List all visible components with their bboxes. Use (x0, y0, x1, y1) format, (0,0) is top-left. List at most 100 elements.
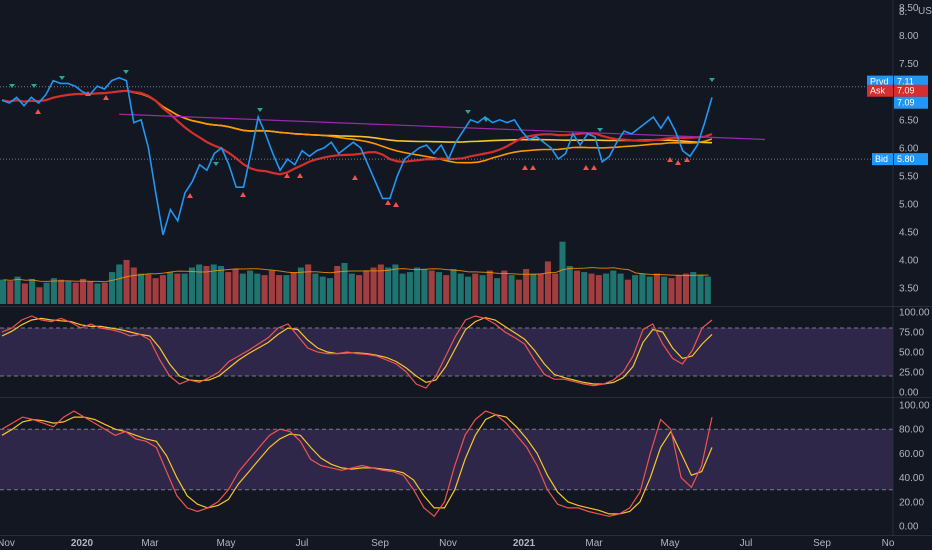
sell-count-marker (522, 165, 528, 170)
sell-count-marker (583, 165, 589, 170)
price-tick-label: 8.00 (899, 31, 919, 42)
volume-bar (515, 279, 522, 304)
buy-count-marker (123, 70, 129, 74)
volume-bar (203, 266, 210, 304)
volume-bar (617, 273, 624, 304)
volume-bar (385, 267, 392, 304)
buy-count-marker (483, 118, 489, 122)
sell-count-marker (667, 157, 673, 162)
bid-value: 5.80 (897, 154, 915, 164)
volume-bar (486, 270, 493, 304)
volume-bar (377, 264, 384, 304)
trendline (119, 113, 766, 141)
volume-bar (58, 279, 65, 304)
stochastic-rsi-pane (0, 410, 893, 518)
volume-bar (268, 270, 275, 304)
volume-bar (0, 279, 7, 304)
volume-bar (181, 273, 188, 304)
sell-count-marker (530, 165, 536, 170)
sell-count-marker (240, 192, 246, 197)
time-tick-label: Sep (813, 538, 831, 549)
sell-count-marker (284, 173, 290, 178)
buy-count-marker (597, 128, 603, 132)
volume-bar (50, 278, 57, 304)
volume-bar (537, 273, 544, 304)
bid-tag-label: Bid (875, 154, 888, 164)
volume-bar (610, 270, 617, 304)
volume-bar (595, 275, 602, 304)
volume-bar (653, 273, 660, 304)
ask-tag-value: 7.09 (897, 86, 915, 96)
volume-bar (290, 272, 297, 304)
sell-count-marker (591, 165, 597, 170)
volume-bar (363, 270, 370, 304)
volume-bar (370, 267, 377, 304)
volume-bar (414, 267, 421, 304)
volume-bar (704, 276, 711, 304)
volume-bar (101, 282, 108, 304)
volume-bar (523, 269, 530, 304)
buy-count-marker (31, 84, 37, 88)
last-price-value: 7.09 (897, 98, 915, 108)
stochastic-tick-label: 0.00 (899, 388, 919, 399)
ask-tag-label: Ask (870, 86, 886, 96)
volume-bar (508, 275, 515, 304)
stochastic-rsi-d-line (1, 414, 713, 515)
price-tick-label: 8. (899, 7, 907, 18)
volume-bar (152, 278, 159, 304)
volume-bar (232, 269, 239, 304)
volume-bar (443, 275, 450, 304)
volume-bar (668, 278, 675, 304)
ask-tag-box (867, 84, 893, 97)
sell-count-marker (393, 202, 399, 207)
price-tick-label: 6.00 (899, 143, 919, 154)
volume-bar (588, 273, 595, 304)
volume-bar (116, 264, 123, 304)
buy-count-marker (257, 108, 263, 112)
buy-count-marker (213, 162, 219, 166)
stochastic-tick-label: 25.00 (899, 368, 924, 379)
volume-bar (87, 281, 94, 304)
sell-count-marker (187, 193, 193, 198)
time-tick-label: Mar (585, 538, 603, 549)
stochastic-rsi-tick-label: 80.00 (899, 425, 924, 436)
volume-bar (356, 275, 363, 304)
time-tick-label: Jul (296, 538, 309, 549)
stochastic-tick-label: 100.00 (899, 308, 930, 319)
sell-count-marker (103, 95, 109, 100)
last-price-box (894, 96, 928, 109)
volume-bar (29, 278, 36, 304)
stochastic-rsi-tick-label: 20.00 (899, 497, 924, 508)
price-tick-label: 8.50 (899, 3, 919, 14)
volume-bar (319, 276, 326, 304)
volume-bar (130, 267, 137, 304)
price-tick-label: 3.50 (899, 284, 919, 295)
volume-bar (14, 276, 21, 304)
time-tick-label: Nov (0, 538, 15, 549)
volume-bar (348, 273, 355, 304)
volume-bar (682, 273, 690, 304)
volume-bar (239, 273, 246, 304)
volume-bar (661, 276, 668, 304)
volume-bar (188, 267, 195, 304)
volume-bar (261, 275, 268, 304)
sell-count-marker (352, 175, 358, 180)
stochastic-rsi-tick-label: 0.00 (899, 522, 919, 533)
price-line (1, 76, 713, 236)
volume-bar (196, 264, 203, 304)
volume-bar (65, 281, 72, 304)
volume-bar (7, 281, 14, 304)
currency-label: USD (918, 6, 932, 17)
bid-value-box (894, 153, 928, 166)
volume-bar (479, 275, 486, 304)
volume-bar (123, 259, 130, 304)
volume-bar (639, 273, 646, 304)
price-tick-label: 5.00 (899, 200, 919, 211)
sell-count-marker (675, 160, 681, 165)
volume-moving-average (3, 266, 709, 283)
sell-count-marker (385, 200, 391, 205)
volume-bar (530, 273, 537, 304)
price-tick-label: 6.50 (899, 115, 919, 126)
stochastic-rsi-tick-label: 40.00 (899, 473, 924, 484)
